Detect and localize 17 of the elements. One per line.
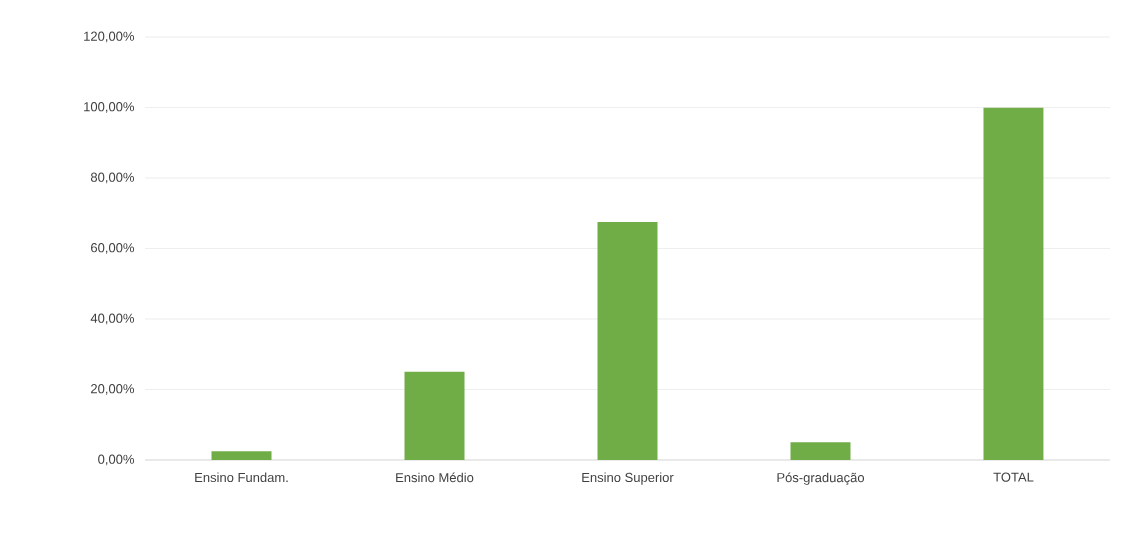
bar: [211, 451, 272, 460]
y-tick-label: 120,00%: [84, 31, 135, 43]
bar: [404, 371, 465, 460]
y-tick-label: 20,00%: [91, 384, 135, 395]
y-tick-label: 80,00%: [90, 172, 135, 184]
y-tick-label: 60,00%: [91, 243, 135, 254]
x-tick-label: Pós-graduação: [777, 472, 865, 485]
x-tick-label: Ensino Superior: [582, 472, 674, 485]
bar: [983, 107, 1044, 460]
y-tick-label: 100,00%: [84, 102, 135, 113]
bar: [597, 222, 658, 460]
x-tick-label: Ensino Médio: [396, 472, 474, 483]
x-tick-label: Ensino Fundam.: [195, 472, 288, 483]
y-tick-label: 40,00%: [90, 313, 135, 325]
y-tick-label: 0,00%: [98, 454, 135, 466]
x-tick-label: TOTAL: [993, 472, 1034, 482]
bar: [790, 442, 851, 460]
